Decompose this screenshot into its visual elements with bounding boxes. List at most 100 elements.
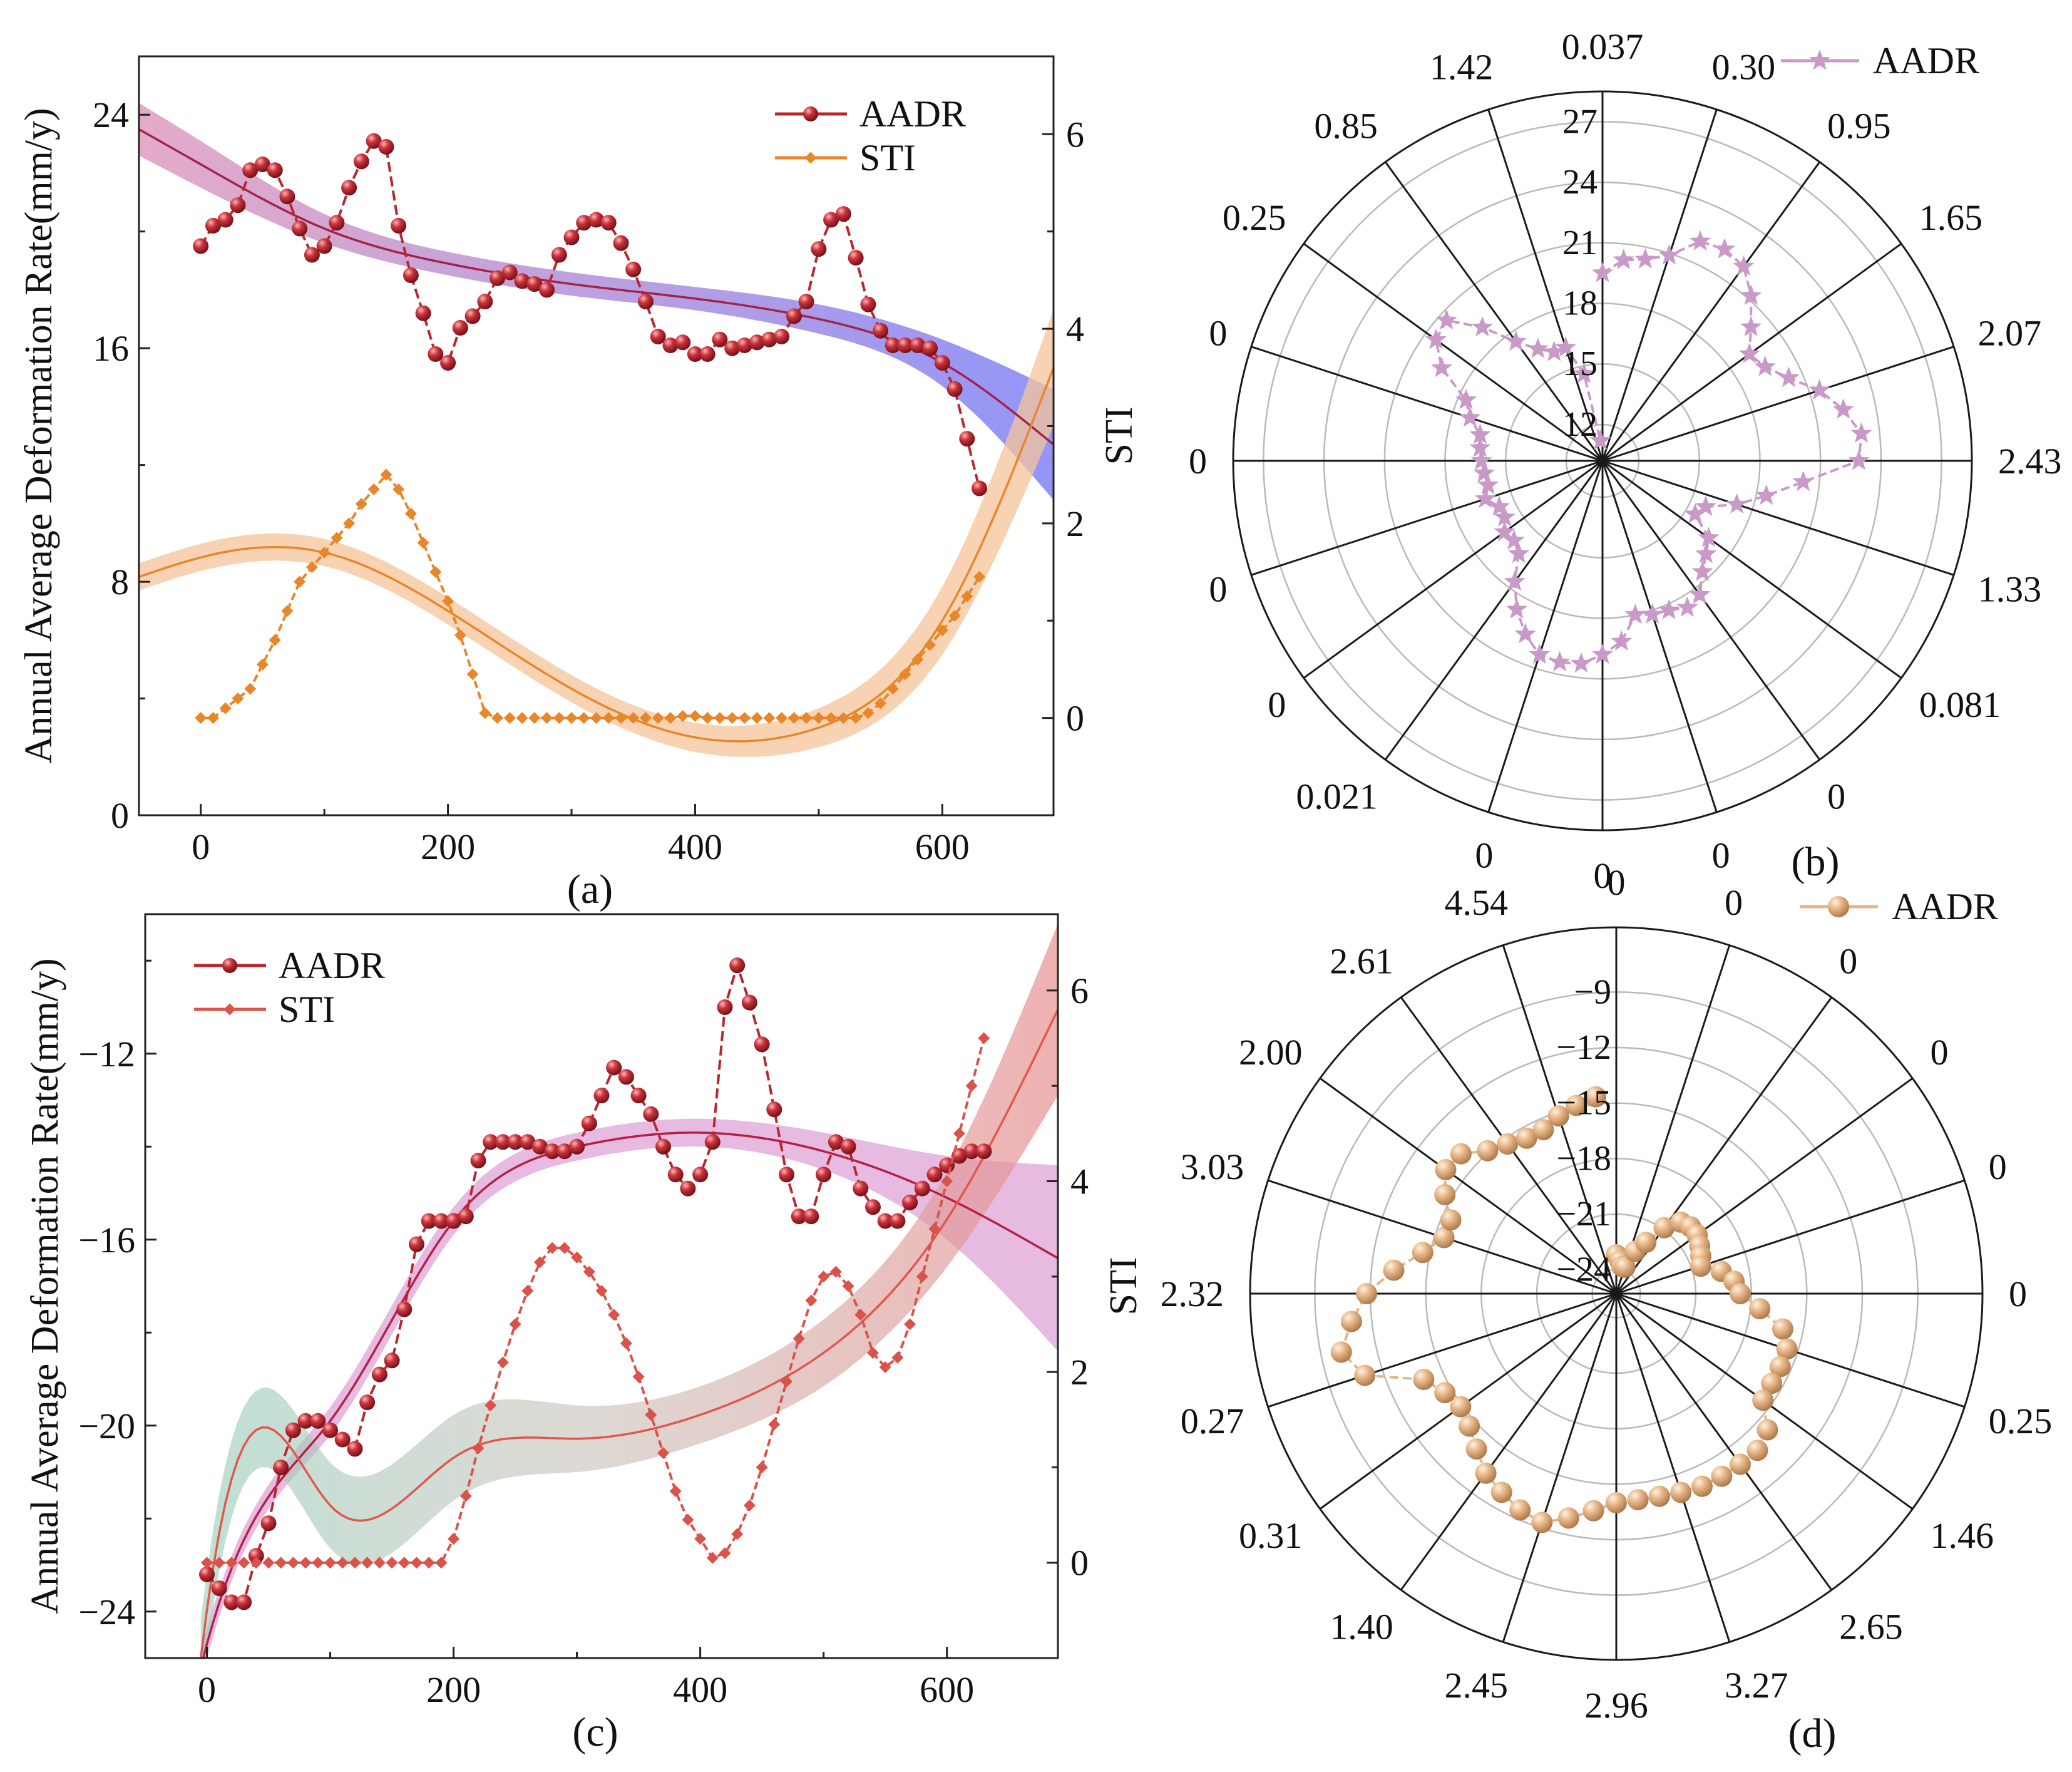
aadr-point: [211, 1580, 227, 1597]
sti-point: [961, 590, 973, 602]
aadr-point: [1425, 328, 1447, 349]
aadr-point: [1591, 643, 1614, 664]
y2-tick-label: 4: [1066, 309, 1084, 349]
legend-aadr-label: AADR: [859, 93, 966, 135]
aadr-point: [223, 1594, 240, 1610]
aadr-point: [304, 247, 320, 263]
aadr-point: [848, 250, 864, 266]
aadr-point: [1555, 336, 1577, 357]
sti-point: [602, 712, 615, 724]
panel-a-right-axis-label: STI: [1098, 407, 1141, 465]
aadr-point: [1465, 1438, 1487, 1460]
aadr-point: [840, 1138, 856, 1155]
sti-point: [336, 1557, 349, 1569]
aadr-point: [1634, 248, 1656, 269]
panel-a-plot-frame: [138, 55, 1055, 816]
sti-point: [842, 1280, 854, 1292]
angular-spoke: [1384, 161, 1604, 461]
aadr-point: [1494, 506, 1516, 527]
aadr-point: [811, 241, 827, 257]
sti-point: [571, 1251, 583, 1264]
aadr-point: [1431, 356, 1453, 378]
aadr-point: [638, 294, 654, 310]
sti-point: [701, 712, 714, 724]
aadr-point: [217, 212, 233, 228]
aadr-point: [1504, 570, 1526, 591]
aadr-point: [1435, 309, 1457, 330]
sti-point: [281, 605, 294, 617]
aadr-point: [1573, 363, 1595, 383]
sti-point: [485, 1399, 497, 1411]
aadr-point: [816, 1167, 832, 1183]
sti-point: [805, 1294, 818, 1307]
aadr-point: [754, 1036, 770, 1053]
aadr-point: [1691, 1475, 1713, 1497]
sti-point: [632, 1371, 645, 1383]
aadr-point: [675, 334, 691, 351]
aadr-point: [1676, 596, 1698, 617]
aadr-point: [1570, 652, 1592, 673]
spoke-label: 0.25: [1223, 197, 1286, 238]
angular-spoke: [1602, 346, 1954, 462]
y-tick-label: 0: [111, 795, 129, 836]
sti-point: [714, 712, 726, 724]
sti-point: [886, 683, 899, 695]
sti-point: [726, 712, 739, 724]
aadr-point: [914, 1180, 930, 1197]
angular-spoke: [1400, 1293, 1618, 1591]
aadr-point: [464, 308, 481, 324]
aadr-point: [791, 1208, 807, 1225]
sti-point: [472, 1442, 485, 1455]
y-tick-label: −20: [78, 1406, 135, 1446]
aadr-point: [1503, 529, 1525, 550]
sti-point: [287, 1557, 299, 1569]
aadr-point: [1469, 436, 1491, 457]
aadr-point: [483, 1134, 499, 1150]
aadr-point: [1474, 487, 1497, 508]
sti-point: [677, 710, 689, 723]
aadr-point: [415, 305, 431, 321]
sti-point: [361, 1557, 374, 1569]
sti-point: [553, 712, 565, 724]
aadr-point: [322, 1422, 338, 1438]
panel-c-legend: AADR STI: [194, 945, 385, 1030]
spoke-label: 0.31: [1239, 1515, 1303, 1556]
sti-point: [854, 1309, 867, 1321]
spoke-label: 2.96: [1584, 1685, 1648, 1726]
aadr-point: [1690, 1255, 1711, 1277]
aadr-point: [1497, 1133, 1519, 1155]
sti-point: [238, 1557, 250, 1569]
aadr-point: [741, 994, 757, 1011]
spoke-label: 0: [1475, 835, 1493, 876]
aadr-point: [539, 282, 555, 298]
radial-tick-label: −9: [1574, 972, 1611, 1011]
panel-c-plot-frame: [144, 913, 1059, 1659]
sti-point: [891, 1351, 904, 1364]
spoke-label: 0: [1209, 312, 1227, 353]
sti-point: [349, 1557, 361, 1569]
sti-point: [219, 702, 232, 714]
aadr-point: [428, 346, 444, 362]
sti-point: [207, 712, 219, 724]
spoke-label: 0: [1608, 862, 1626, 903]
sti-point: [689, 710, 701, 723]
sti-point: [392, 483, 405, 495]
radial-tick-label: 18: [1562, 284, 1598, 323]
sti-point: [386, 1557, 398, 1569]
aadr-point: [384, 1352, 400, 1369]
aadr-point: [1450, 1143, 1472, 1165]
panel-a-label: (a): [567, 867, 613, 912]
sti-point: [818, 1270, 830, 1283]
angular-spoke: [1502, 1293, 1618, 1642]
sti-point: [269, 634, 281, 646]
aadr-point: [1648, 1485, 1670, 1507]
angular-spoke: [1384, 460, 1604, 761]
aadr-point: [1772, 1318, 1793, 1340]
aadr-point: [1475, 1462, 1497, 1484]
panel-a-legend: AADR STI: [775, 93, 966, 178]
sti-point: [751, 712, 763, 724]
aadr-point: [1698, 527, 1720, 547]
aadr-point: [798, 294, 814, 310]
spoke-label: 3.03: [1181, 1146, 1244, 1187]
fit-curve-aadr: [202, 1131, 1058, 1658]
